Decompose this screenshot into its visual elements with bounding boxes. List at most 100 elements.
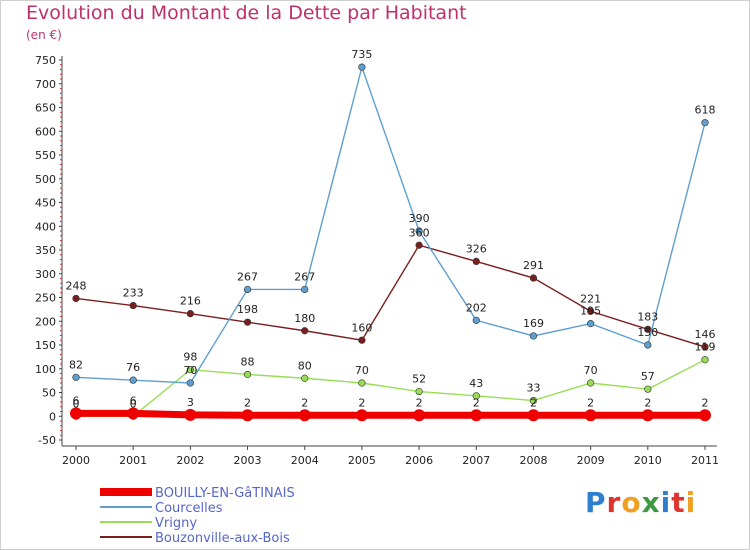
data-label: 33 — [526, 382, 540, 395]
series-line-1 — [75, 64, 706, 384]
data-label: 2 — [244, 396, 251, 409]
data-point — [701, 119, 709, 127]
data-label: 88 — [241, 355, 255, 368]
x-tick-label: 2002 — [176, 454, 204, 467]
data-point — [644, 385, 652, 393]
data-point — [587, 379, 595, 387]
data-point — [587, 320, 595, 328]
data-point — [644, 341, 652, 349]
data-label: 195 — [580, 305, 601, 318]
data-label: 202 — [466, 301, 487, 314]
logo-letter: i — [660, 486, 672, 519]
logo-letter: i — [685, 486, 697, 519]
data-label: 98 — [183, 351, 197, 364]
data-point — [644, 325, 652, 333]
proxiti-logo: Proxiti — [585, 486, 696, 519]
data-label: 0 — [73, 397, 80, 410]
data-point — [415, 227, 423, 235]
chart-subtitle: (en €) — [26, 28, 62, 42]
data-point — [127, 407, 140, 420]
data-point — [701, 356, 709, 364]
y-tick-label: -50 — [38, 434, 56, 447]
data-point — [129, 376, 137, 384]
x-tick-label: 2003 — [234, 454, 262, 467]
data-point — [301, 374, 309, 382]
data-point — [243, 285, 252, 294]
data-point — [129, 301, 137, 310]
y-tick-label: 250 — [35, 292, 56, 305]
x-tick-label: 2010 — [634, 454, 662, 467]
data-point — [584, 409, 597, 422]
y-tick-label: 600 — [35, 125, 56, 138]
data-label: 6 — [73, 394, 80, 407]
data-label: 43 — [469, 377, 483, 390]
y-tick-label: 400 — [35, 220, 56, 233]
data-label: 2 — [702, 396, 709, 409]
data-label: 326 — [466, 242, 487, 255]
x-tick-label: 2004 — [291, 454, 319, 467]
chart-title: Evolution du Montant de la Dette par Hab… — [26, 2, 467, 24]
data-label: 267 — [237, 270, 258, 283]
data-point — [470, 409, 483, 422]
data-label: 2 — [301, 396, 308, 409]
y-tick-label: 700 — [35, 78, 56, 91]
data-label: 735 — [351, 48, 372, 61]
y-tick-label: 750 — [35, 54, 56, 67]
data-label: 70 — [584, 364, 598, 377]
data-point — [529, 332, 538, 340]
data-label: 2 — [644, 396, 651, 409]
data-point — [415, 241, 423, 249]
data-point — [184, 408, 197, 421]
x-tick-label: 2008 — [519, 454, 547, 467]
data-point — [298, 409, 311, 422]
data-label: 2 — [587, 396, 594, 409]
data-label: 233 — [123, 287, 144, 300]
series-line-2 — [76, 359, 706, 417]
data-point — [358, 336, 366, 344]
data-label: 291 — [523, 259, 544, 272]
x-tick-label: 2001 — [119, 454, 147, 467]
data-label: 198 — [237, 303, 258, 316]
data-point — [355, 409, 368, 422]
legend-label: BOUILLY-EN-GâTINAIS — [155, 486, 295, 501]
data-point — [699, 409, 711, 422]
data-point — [301, 327, 309, 335]
data-point — [529, 274, 538, 282]
data-label: 119 — [695, 341, 716, 354]
legend-label: Courcelles — [155, 501, 223, 516]
data-label: 70 — [355, 364, 369, 377]
logo-letter: o — [621, 486, 642, 519]
x-tick-label: 2011 — [691, 454, 719, 467]
y-tick-label: 450 — [35, 197, 56, 210]
data-point — [529, 396, 538, 405]
x-tick-label: 2005 — [348, 454, 376, 467]
data-point — [186, 379, 194, 387]
data-label: 0 — [130, 397, 137, 410]
x-tick-label: 2006 — [405, 454, 433, 467]
legend-label: Bouzonville-aux-Bois — [155, 531, 290, 546]
logo-letter: t — [671, 486, 686, 519]
y-tick-label: 350 — [35, 244, 56, 257]
y-tick-label: 500 — [35, 173, 56, 186]
data-label: 2 — [530, 396, 537, 409]
series-line-3 — [75, 244, 706, 348]
x-tick-label: 2000 — [62, 454, 90, 467]
data-point — [186, 366, 194, 374]
data-point — [527, 409, 540, 422]
data-point — [72, 373, 80, 381]
data-label: 6 — [130, 394, 137, 407]
logo-letter: x — [641, 486, 661, 519]
data-label: 2 — [358, 396, 365, 409]
y-tick-label: 50 — [42, 387, 56, 400]
data-point — [70, 407, 82, 420]
data-label: 146 — [695, 328, 716, 341]
legend-label: Vrigny — [155, 516, 197, 531]
data-point — [358, 63, 366, 71]
data-point — [72, 294, 80, 303]
y-tick-label: 200 — [35, 315, 56, 328]
data-point — [472, 316, 480, 324]
data-point — [186, 310, 194, 318]
data-label: 57 — [641, 370, 655, 383]
